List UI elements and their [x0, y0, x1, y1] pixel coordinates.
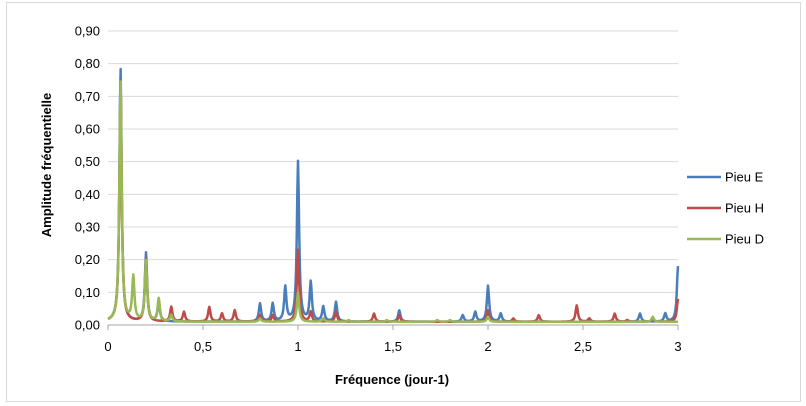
- y-tick-label: 0,40: [75, 187, 100, 202]
- series-line-pieu-d: [107, 80, 679, 323]
- y-tick-label: 0,10: [75, 285, 100, 300]
- x-tick-label: 2,5: [574, 339, 592, 354]
- y-tick-label: 0,70: [75, 89, 100, 104]
- y-tick-label: 0,00: [75, 318, 100, 333]
- y-tick-label: 0,90: [75, 24, 100, 39]
- x-tick-label: 1,5: [384, 339, 402, 354]
- x-axis-title: Fréquence (jour-1): [335, 372, 449, 387]
- legend-label: Pieu E: [725, 170, 764, 185]
- y-tick-label: 0,50: [75, 154, 100, 169]
- x-tick-label: 0: [104, 339, 111, 354]
- x-tick-label: 3: [674, 339, 681, 354]
- series-line-pieu-h: [107, 80, 680, 323]
- legend: Pieu E Pieu H Pieu D: [687, 170, 764, 247]
- y-axis-title: Amplitude fréquentielle: [39, 93, 54, 237]
- y-tick-label: 0,20: [75, 252, 100, 267]
- axes: 0,000,100,200,300,400,500,600,700,800,90…: [75, 24, 682, 355]
- series-line-pieu-e: [107, 67, 680, 323]
- y-tick-label: 0,60: [75, 122, 100, 137]
- gridlines: [108, 30, 678, 293]
- legend-label: Pieu D: [725, 232, 764, 247]
- chart-area: 0,00 0,10 0,20 0,30 0,40 0,50 0,60 0,70 0,80 0,90…: [6, 2, 801, 402]
- y-tick-label: 0,30: [75, 220, 100, 235]
- y-tick-label: 0,80: [75, 56, 100, 71]
- series-lines: [107, 67, 680, 323]
- x-tick-label: 0,5: [194, 339, 212, 354]
- legend-label: Pieu H: [725, 201, 764, 216]
- x-tick-label: 1: [294, 339, 301, 354]
- x-tick-label: 2: [484, 339, 491, 354]
- line-chart: 0,000,100,200,300,400,500,600,700,800,90…: [39, 24, 764, 388]
